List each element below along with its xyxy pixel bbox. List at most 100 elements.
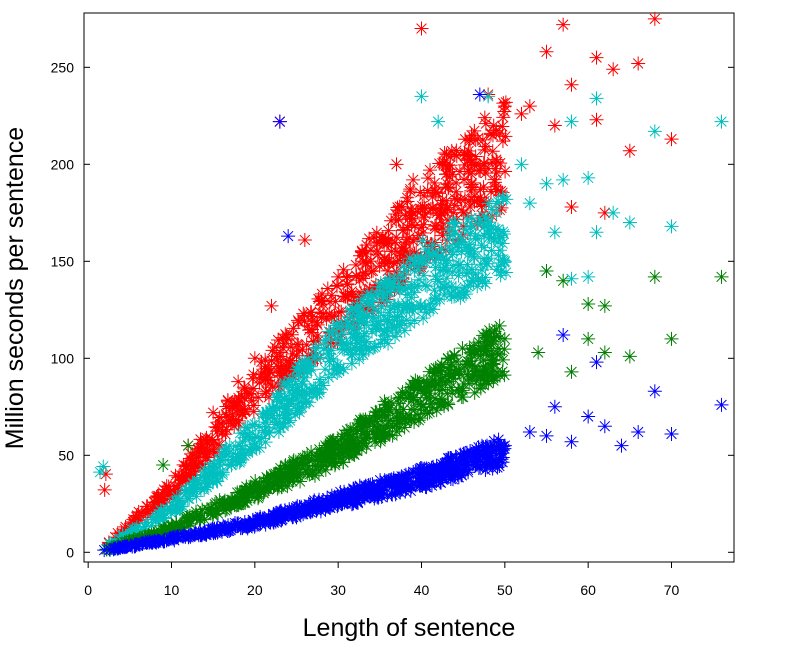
data-point bbox=[339, 313, 354, 328]
data-point bbox=[262, 390, 277, 405]
data-point bbox=[305, 504, 320, 519]
data-point bbox=[324, 367, 339, 382]
data-point bbox=[304, 502, 319, 517]
data-point bbox=[468, 149, 483, 164]
data-point bbox=[461, 370, 476, 385]
data-point bbox=[369, 287, 384, 302]
data-point bbox=[423, 202, 438, 217]
data-point bbox=[454, 202, 469, 217]
data-point bbox=[274, 464, 289, 479]
data-point bbox=[244, 386, 259, 401]
data-point bbox=[390, 200, 405, 215]
data-point bbox=[384, 281, 399, 296]
data-point bbox=[330, 435, 345, 450]
data-point bbox=[354, 243, 369, 258]
data-point bbox=[214, 447, 229, 462]
data-point bbox=[416, 217, 431, 232]
data-point bbox=[291, 394, 306, 409]
data-point bbox=[353, 308, 368, 323]
data-point bbox=[383, 413, 398, 428]
data-point bbox=[468, 228, 483, 243]
data-point bbox=[363, 254, 378, 269]
data-point bbox=[410, 250, 425, 265]
data-point bbox=[150, 533, 165, 548]
data-point bbox=[427, 475, 442, 490]
data-point bbox=[285, 363, 300, 378]
data-point bbox=[419, 375, 434, 390]
data-point bbox=[442, 374, 457, 389]
data-point bbox=[454, 230, 469, 245]
data-point bbox=[151, 489, 166, 504]
data-point bbox=[270, 400, 285, 415]
data-point bbox=[410, 232, 425, 247]
data-point bbox=[440, 213, 455, 228]
data-point bbox=[275, 399, 290, 414]
data-point bbox=[338, 439, 353, 454]
data-point bbox=[278, 411, 293, 426]
data-point bbox=[441, 397, 456, 412]
data-point bbox=[414, 89, 429, 104]
data-point bbox=[461, 144, 476, 159]
data-point bbox=[194, 528, 209, 543]
data-point bbox=[714, 269, 729, 284]
data-point bbox=[443, 359, 458, 374]
data-point bbox=[413, 411, 428, 426]
data-point bbox=[431, 249, 446, 264]
data-point bbox=[496, 192, 511, 207]
data-point bbox=[597, 419, 612, 434]
data-point bbox=[406, 211, 421, 226]
data-point bbox=[272, 114, 287, 129]
data-point bbox=[489, 441, 504, 456]
data-point bbox=[401, 469, 416, 484]
data-point bbox=[460, 462, 475, 477]
data-point bbox=[477, 142, 492, 157]
data-point bbox=[466, 369, 481, 384]
data-point bbox=[369, 236, 384, 251]
data-point bbox=[115, 527, 130, 542]
x-tick-label: 20 bbox=[247, 582, 263, 598]
data-point bbox=[410, 204, 425, 219]
data-point bbox=[417, 201, 432, 216]
data-point bbox=[294, 455, 309, 470]
data-point bbox=[243, 441, 258, 456]
data-point bbox=[631, 56, 646, 71]
data-point bbox=[320, 281, 335, 296]
data-point bbox=[377, 394, 392, 409]
data-point bbox=[453, 447, 468, 462]
data-point bbox=[457, 192, 472, 207]
data-point bbox=[461, 161, 476, 176]
data-point bbox=[280, 367, 295, 382]
data-point bbox=[433, 364, 448, 379]
data-point bbox=[407, 313, 422, 328]
data-point bbox=[134, 536, 149, 551]
data-point bbox=[247, 518, 262, 533]
data-point bbox=[389, 264, 404, 279]
data-point bbox=[355, 346, 370, 361]
data-point bbox=[435, 228, 450, 243]
data-point bbox=[106, 542, 121, 557]
data-point bbox=[489, 454, 504, 469]
data-point bbox=[384, 213, 399, 228]
data-point bbox=[237, 391, 252, 406]
data-point bbox=[238, 482, 253, 497]
data-point bbox=[424, 244, 439, 259]
data-point bbox=[437, 204, 452, 219]
data-point bbox=[236, 425, 251, 440]
data-point bbox=[492, 330, 507, 345]
data-point bbox=[281, 401, 296, 416]
data-point bbox=[360, 287, 375, 302]
data-point bbox=[327, 309, 342, 324]
data-point bbox=[499, 265, 514, 280]
data-point bbox=[354, 285, 369, 300]
data-point bbox=[296, 396, 311, 411]
data-point bbox=[324, 343, 339, 358]
data-point bbox=[425, 237, 440, 252]
data-point bbox=[278, 327, 293, 342]
data-point bbox=[380, 328, 395, 343]
data-point bbox=[348, 340, 363, 355]
data-point bbox=[157, 524, 172, 539]
data-point bbox=[478, 166, 493, 181]
data-point bbox=[492, 452, 507, 467]
data-point bbox=[397, 323, 412, 338]
data-point bbox=[300, 448, 315, 463]
